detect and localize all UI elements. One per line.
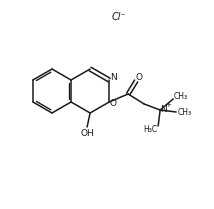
Text: CH₃: CH₃ <box>174 92 188 101</box>
Text: CH₃: CH₃ <box>178 107 192 116</box>
Text: H₃C: H₃C <box>143 125 157 135</box>
Text: O: O <box>110 98 117 107</box>
Text: N: N <box>160 104 166 113</box>
Text: Cl⁻: Cl⁻ <box>112 12 127 22</box>
Text: +: + <box>165 102 171 108</box>
Text: O: O <box>136 73 143 82</box>
Text: N: N <box>110 74 117 83</box>
Text: OH: OH <box>80 129 94 138</box>
